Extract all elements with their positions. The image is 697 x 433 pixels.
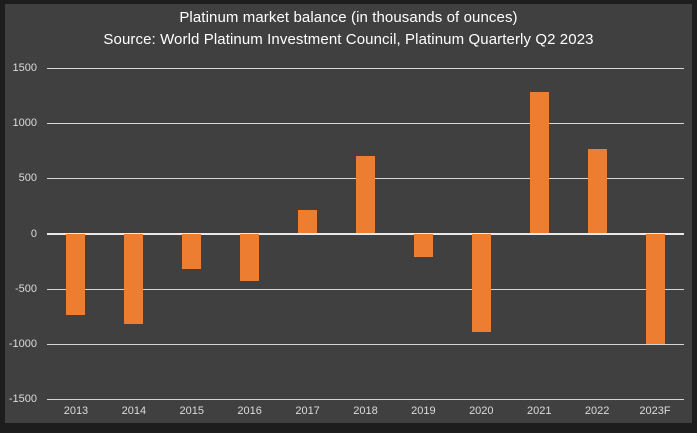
x-axis-label-2022: 2022: [584, 405, 610, 417]
title-block: Platinum market balance (in thousands of…: [5, 7, 692, 51]
x-axis-label-2017: 2017: [295, 405, 320, 417]
plot-area: [47, 68, 684, 400]
x-axis-label-2015: 2015: [179, 405, 204, 417]
bar-2022: [587, 149, 607, 234]
y-tick-label--500: -500: [14, 282, 37, 295]
gridline-1500: [47, 68, 684, 69]
x-axis-label-2019: 2019: [411, 405, 436, 417]
bar-2013: [66, 233, 86, 315]
gridline--1500: [47, 399, 684, 400]
bar-2016: [240, 233, 260, 281]
bar-2014: [124, 233, 144, 324]
x-axis-label-2016: 2016: [237, 405, 262, 417]
bar-2021: [529, 91, 549, 234]
bar-2018: [356, 155, 375, 234]
bar-2017: [298, 210, 318, 234]
y-tick-label-500: 500: [18, 172, 37, 185]
y-tick-label-0: 0: [30, 227, 37, 240]
y-tick-label--1500: -1500: [8, 393, 37, 405]
chart-area: Platinum market balance (in thousands of…: [5, 4, 692, 423]
bar-2019: [413, 233, 433, 258]
gridline-0: [47, 232, 684, 235]
y-tick-label-1500: 1500: [12, 62, 37, 74]
bar-2020: [471, 233, 491, 333]
bar-2023F: [645, 233, 665, 344]
bar-2015: [182, 233, 202, 270]
x-axis-label-2014: 2014: [121, 405, 147, 417]
gridline--500: [47, 288, 684, 290]
x-axis-label-2023F: 2023F: [639, 405, 671, 417]
chart-title: Platinum market balance (in thousands of…: [179, 9, 518, 26]
x-axis-label-2013: 2013: [63, 405, 89, 417]
chart-subtitle: Source: World Platinum Investment Counci…: [103, 31, 594, 48]
y-tick-label--1000: -1000: [8, 337, 37, 350]
x-axis-label-2020: 2020: [469, 405, 494, 417]
gridline--1000: [47, 343, 684, 345]
x-axis-label-2018: 2018: [353, 405, 378, 417]
y-tick-label-1000: 1000: [12, 117, 37, 130]
gridline-1000: [47, 123, 684, 125]
x-axis-label-2021: 2021: [526, 405, 552, 417]
